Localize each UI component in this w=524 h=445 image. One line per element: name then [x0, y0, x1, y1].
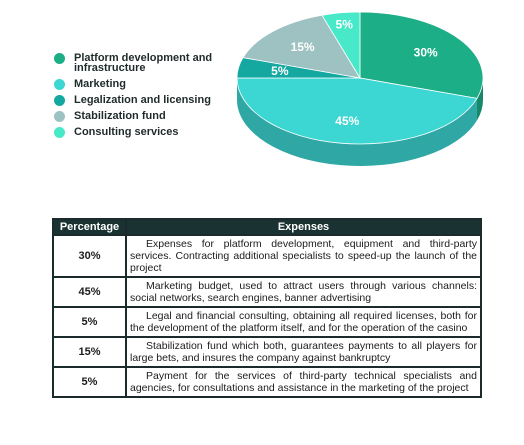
legend-swatch — [54, 95, 65, 106]
legend-label: Legalization and licensing — [74, 94, 211, 106]
pie-label-stabilization: 15% — [291, 40, 315, 54]
legend-item-platform: Platform development and infrastructure — [54, 52, 234, 74]
row-description: Stabilization fund which both, guarantee… — [125, 336, 482, 368]
legend-item-consulting: Consulting services — [54, 126, 234, 138]
pie-slice-consulting — [321, 11, 361, 80]
legend-swatch — [54, 53, 65, 64]
pie-slice-stabilization — [242, 14, 361, 79]
chart-legend: Platform development and infrastructure … — [54, 53, 234, 143]
row-percentage: 30% — [52, 234, 127, 278]
table-row: 5% Payment for the services of third-par… — [52, 366, 482, 398]
legend-label: Platform development and infrastructure — [74, 52, 213, 74]
row-percentage: 15% — [52, 336, 127, 368]
table-row: 15% Stabilization fund which both, guara… — [52, 336, 482, 368]
pie-slice-platform — [359, 11, 484, 99]
row-percentage: 45% — [52, 276, 127, 308]
table-row: 30% Expenses for platform development, e… — [52, 234, 482, 278]
pie-label-legalization: 5% — [271, 64, 289, 78]
legend-swatch — [54, 127, 65, 138]
header-expenses: Expenses — [126, 219, 481, 235]
expenses-table: Percentage Expenses 30% Expenses for pla… — [52, 218, 482, 398]
pie-chart: 30%45%5%15%5% — [236, 11, 484, 166]
row-description: Marketing budget, used to attract users … — [125, 276, 482, 308]
row-percentage: 5% — [52, 306, 127, 338]
table-row: 5% Legal and financial consulting, obtai… — [52, 306, 482, 338]
legend-swatch — [54, 79, 65, 90]
legend-item-legalization: Legalization and licensing — [54, 94, 234, 106]
legend-label: Consulting services — [74, 126, 179, 138]
pie-slice-marketing — [236, 77, 478, 145]
row-description: Legal and financial consulting, obtainin… — [125, 306, 482, 338]
row-description: Expenses for platform development, equip… — [125, 234, 482, 278]
table-header-row: Percentage Expenses — [53, 219, 481, 235]
legend-item-marketing: Marketing — [54, 78, 234, 90]
header-percentage: Percentage — [53, 219, 127, 235]
pie-label-marketing: 45% — [335, 114, 359, 128]
legend-swatch — [54, 111, 65, 122]
legend-label: Stabilization fund — [74, 110, 166, 122]
pie-label-consulting: 5% — [336, 18, 354, 32]
pie-side-marketing — [237, 78, 477, 166]
legend-label: Marketing — [74, 78, 126, 90]
legend-item-stabilization: Stabilization fund — [54, 110, 234, 122]
pie-label-platform: 30% — [414, 45, 438, 59]
row-description: Payment for the services of third-party … — [125, 366, 482, 398]
table-row: 45% Marketing budget, used to attract us… — [52, 276, 482, 308]
row-percentage: 5% — [52, 366, 127, 398]
